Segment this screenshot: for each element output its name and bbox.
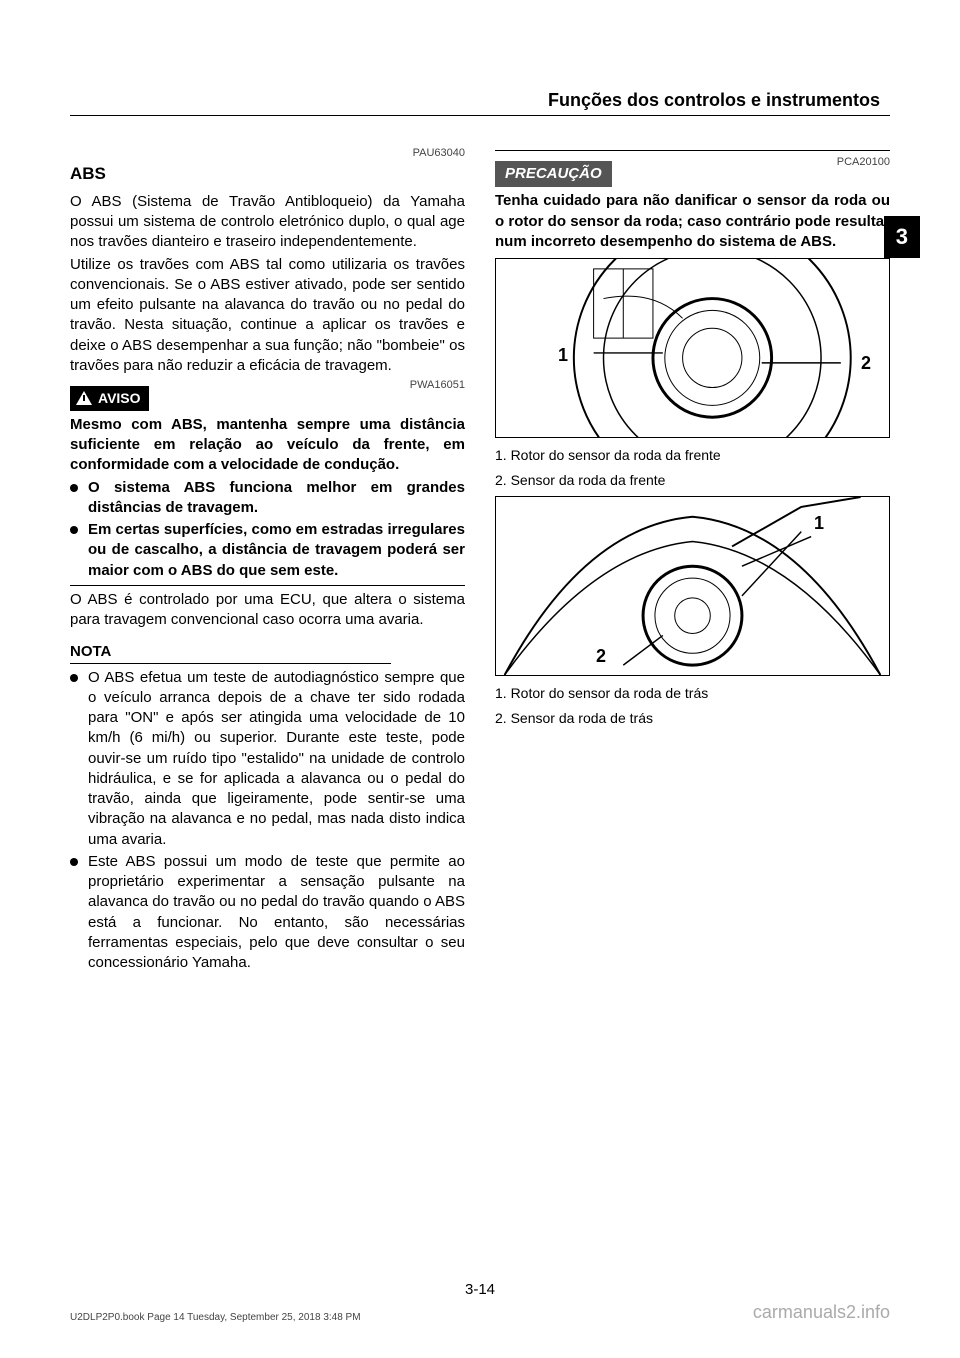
footer-page-number: 3-14 [0, 1281, 960, 1298]
caution-text: Tenha cuidado para não danificar o senso… [495, 191, 890, 252]
figure-rear-wheel: 1 2 [495, 496, 890, 676]
anchor-code: PAU63040 [70, 146, 465, 161]
caution-code: PCA20100 [837, 155, 890, 170]
warning-text: Mesmo com ABS, mantenha sempre uma distâ… [70, 415, 465, 476]
fig2-caption-1: 1. Rotor do sensor da roda de trás [495, 684, 890, 703]
right-column: PRECAUÇÃO PCA20100 Tenha cuidado para nã… [495, 146, 890, 975]
nota-bullet-1: O ABS efetua um teste de autodiagnóstico… [70, 668, 465, 850]
caution-top-rule [495, 150, 890, 151]
para-abs-1: O ABS (Sistema de Travão Antibloqueio) d… [70, 192, 465, 253]
fig1-caption-2: 2. Sensor da roda da frente [495, 471, 890, 490]
nota-heading: NOTA [70, 642, 391, 663]
footer-source: U2DLP2P0.book Page 14 Tuesday, September… [70, 1312, 361, 1323]
watermark: carmanuals2.info [753, 1302, 890, 1323]
figure-label-2b: 2 [596, 644, 606, 668]
figure-label-1a: 1 [558, 343, 568, 367]
warning-bullet-1: O sistema ABS funciona melhor em grandes… [70, 478, 465, 519]
nota-bullet-2: Este ABS possui um modo de teste que per… [70, 852, 465, 974]
warning-end-rule [70, 585, 465, 586]
content-columns: PAU63040 ABS O ABS (Sistema de Travão An… [70, 146, 890, 975]
fig1-caption-1: 1. Rotor do sensor da roda da frente [495, 446, 890, 465]
para-abs-2: Utilize os travões com ABS tal como util… [70, 255, 465, 377]
warning-bullet-2: Em certas superfícies, como em estradas … [70, 520, 465, 581]
fig2-caption-2: 2. Sensor da roda de trás [495, 709, 890, 728]
page-header: Funções dos controlos e instrumentos [70, 90, 890, 111]
figure-front-wheel: 1 2 [495, 258, 890, 438]
warning-code: PWA16051 [410, 378, 465, 393]
figure-label-2a: 2 [861, 351, 871, 375]
warning-label: AVISO [98, 389, 141, 408]
header-rule [70, 115, 890, 116]
caution-badge: PRECAUÇÃO [495, 161, 612, 187]
left-column: PAU63040 ABS O ABS (Sistema de Travão An… [70, 146, 465, 975]
warning-icon [76, 391, 92, 405]
section-title-abs: ABS [70, 163, 465, 186]
figure-label-1b: 1 [814, 511, 824, 535]
para-abs-3: O ABS é controlado por uma ECU, que alte… [70, 590, 465, 631]
warning-badge: AVISO [70, 386, 149, 411]
